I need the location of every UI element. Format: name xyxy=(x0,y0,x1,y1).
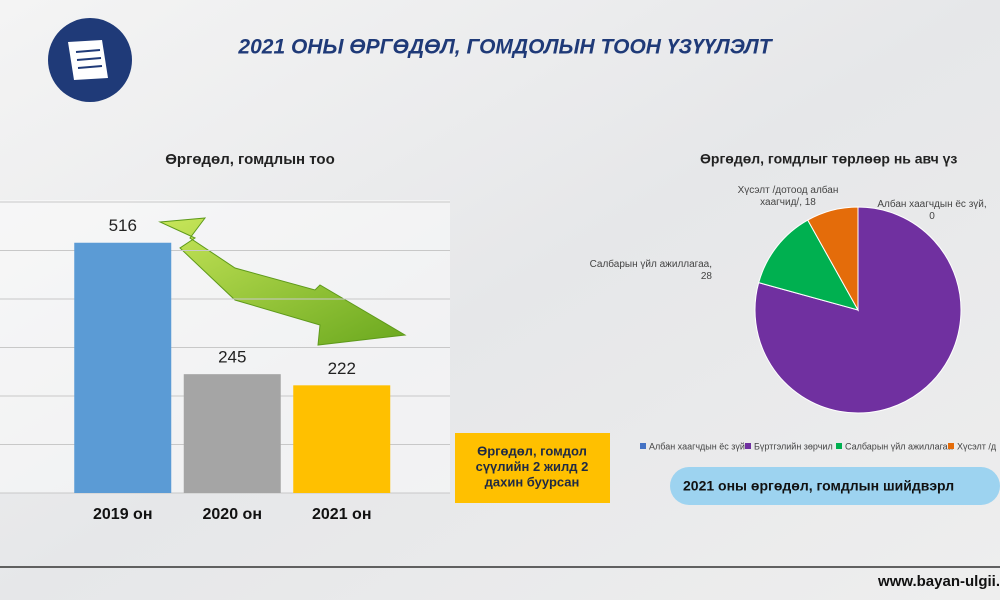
pie-slice xyxy=(758,219,860,311)
callout-pill xyxy=(670,467,1000,505)
legend-swatch xyxy=(836,443,842,449)
data-label: Хүсэлт /дотоод албан хаагчид/, 18 xyxy=(738,184,839,208)
bar xyxy=(74,242,172,493)
footer-url: www.bayan-ulgii. xyxy=(877,573,1000,590)
value-label: 245 xyxy=(218,348,246,367)
chart-title: Өргөдөл, гомдлыг төрлөөр нь авч үз xyxy=(700,151,957,167)
bar xyxy=(183,374,281,493)
legend-label: Салбарын үйл ажиллагаа xyxy=(845,441,953,451)
legend-swatch xyxy=(745,443,751,449)
legend-swatch xyxy=(948,443,954,449)
slide-title: 2021 ОНЫ ӨРГӨДӨЛ, ГОМДОЛЫН ТООН ҮЗҮҮЛЭЛТ xyxy=(237,36,773,59)
chart-title: Өргөдөл, гомдлын тоо xyxy=(165,151,334,168)
legend-label: Хүсэлт /д xyxy=(957,441,997,451)
x-tick-label: 2019 он xyxy=(93,506,152,523)
legend-label: Албан хаагчдын ёс зүй xyxy=(649,441,745,451)
callout-text: Өргөдөл, гомдол сүүлийн 2 жилд 2 дахин буу… xyxy=(476,444,589,490)
bar xyxy=(293,385,391,493)
decline-arrow xyxy=(158,217,407,346)
logo-lines xyxy=(75,49,103,69)
legend-swatch xyxy=(640,443,646,449)
callout-text: 2021 оны өргөдөл, гомдлын шийдвэрл xyxy=(683,478,954,494)
x-tick-label: 2021 он xyxy=(312,506,371,523)
data-label: Албан хаагчдын ёс зүй, 0 xyxy=(877,198,986,222)
value-label: 516 xyxy=(109,216,137,235)
data-label: Салбарын үйл ажиллагаа, 28 xyxy=(590,258,713,282)
x-tick-label: 2020 он xyxy=(203,506,262,523)
callout-box xyxy=(455,433,610,503)
legend-label: Бүртгэлийн зөрчил xyxy=(754,441,833,451)
value-label: 222 xyxy=(328,359,356,378)
pie-slice xyxy=(807,206,859,312)
